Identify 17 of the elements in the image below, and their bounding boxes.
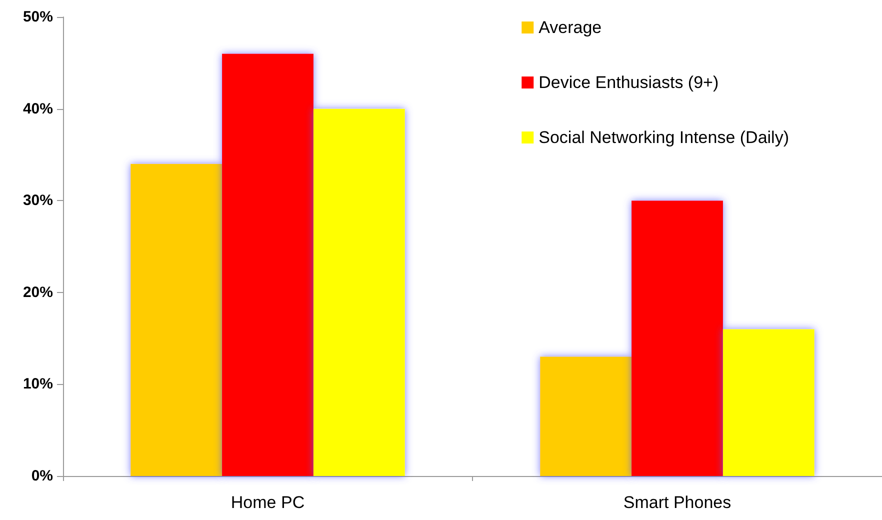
bar: [632, 200, 723, 476]
y-tick-label: 30%: [22, 192, 53, 210]
bar: [222, 54, 314, 476]
x-tick-label: Home PC: [230, 493, 305, 512]
legend-label: Average: [538, 18, 602, 37]
bar: [722, 329, 814, 476]
x-tick-label: Smart Phones: [623, 493, 732, 512]
bar: [540, 356, 632, 476]
y-tick-label: 40%: [22, 100, 53, 118]
y-tick-label: 0%: [31, 468, 53, 484]
bar: [130, 164, 222, 476]
y-tick-label: 20%: [22, 284, 53, 301]
y-tick-label: 10%: [22, 376, 53, 393]
legend-label: Device Enthusiasts (9+): [538, 73, 719, 92]
y-tick-label: 50%: [22, 8, 53, 26]
legend-label: Social Networking Intense (Daily): [538, 128, 790, 147]
bar: [313, 108, 405, 476]
